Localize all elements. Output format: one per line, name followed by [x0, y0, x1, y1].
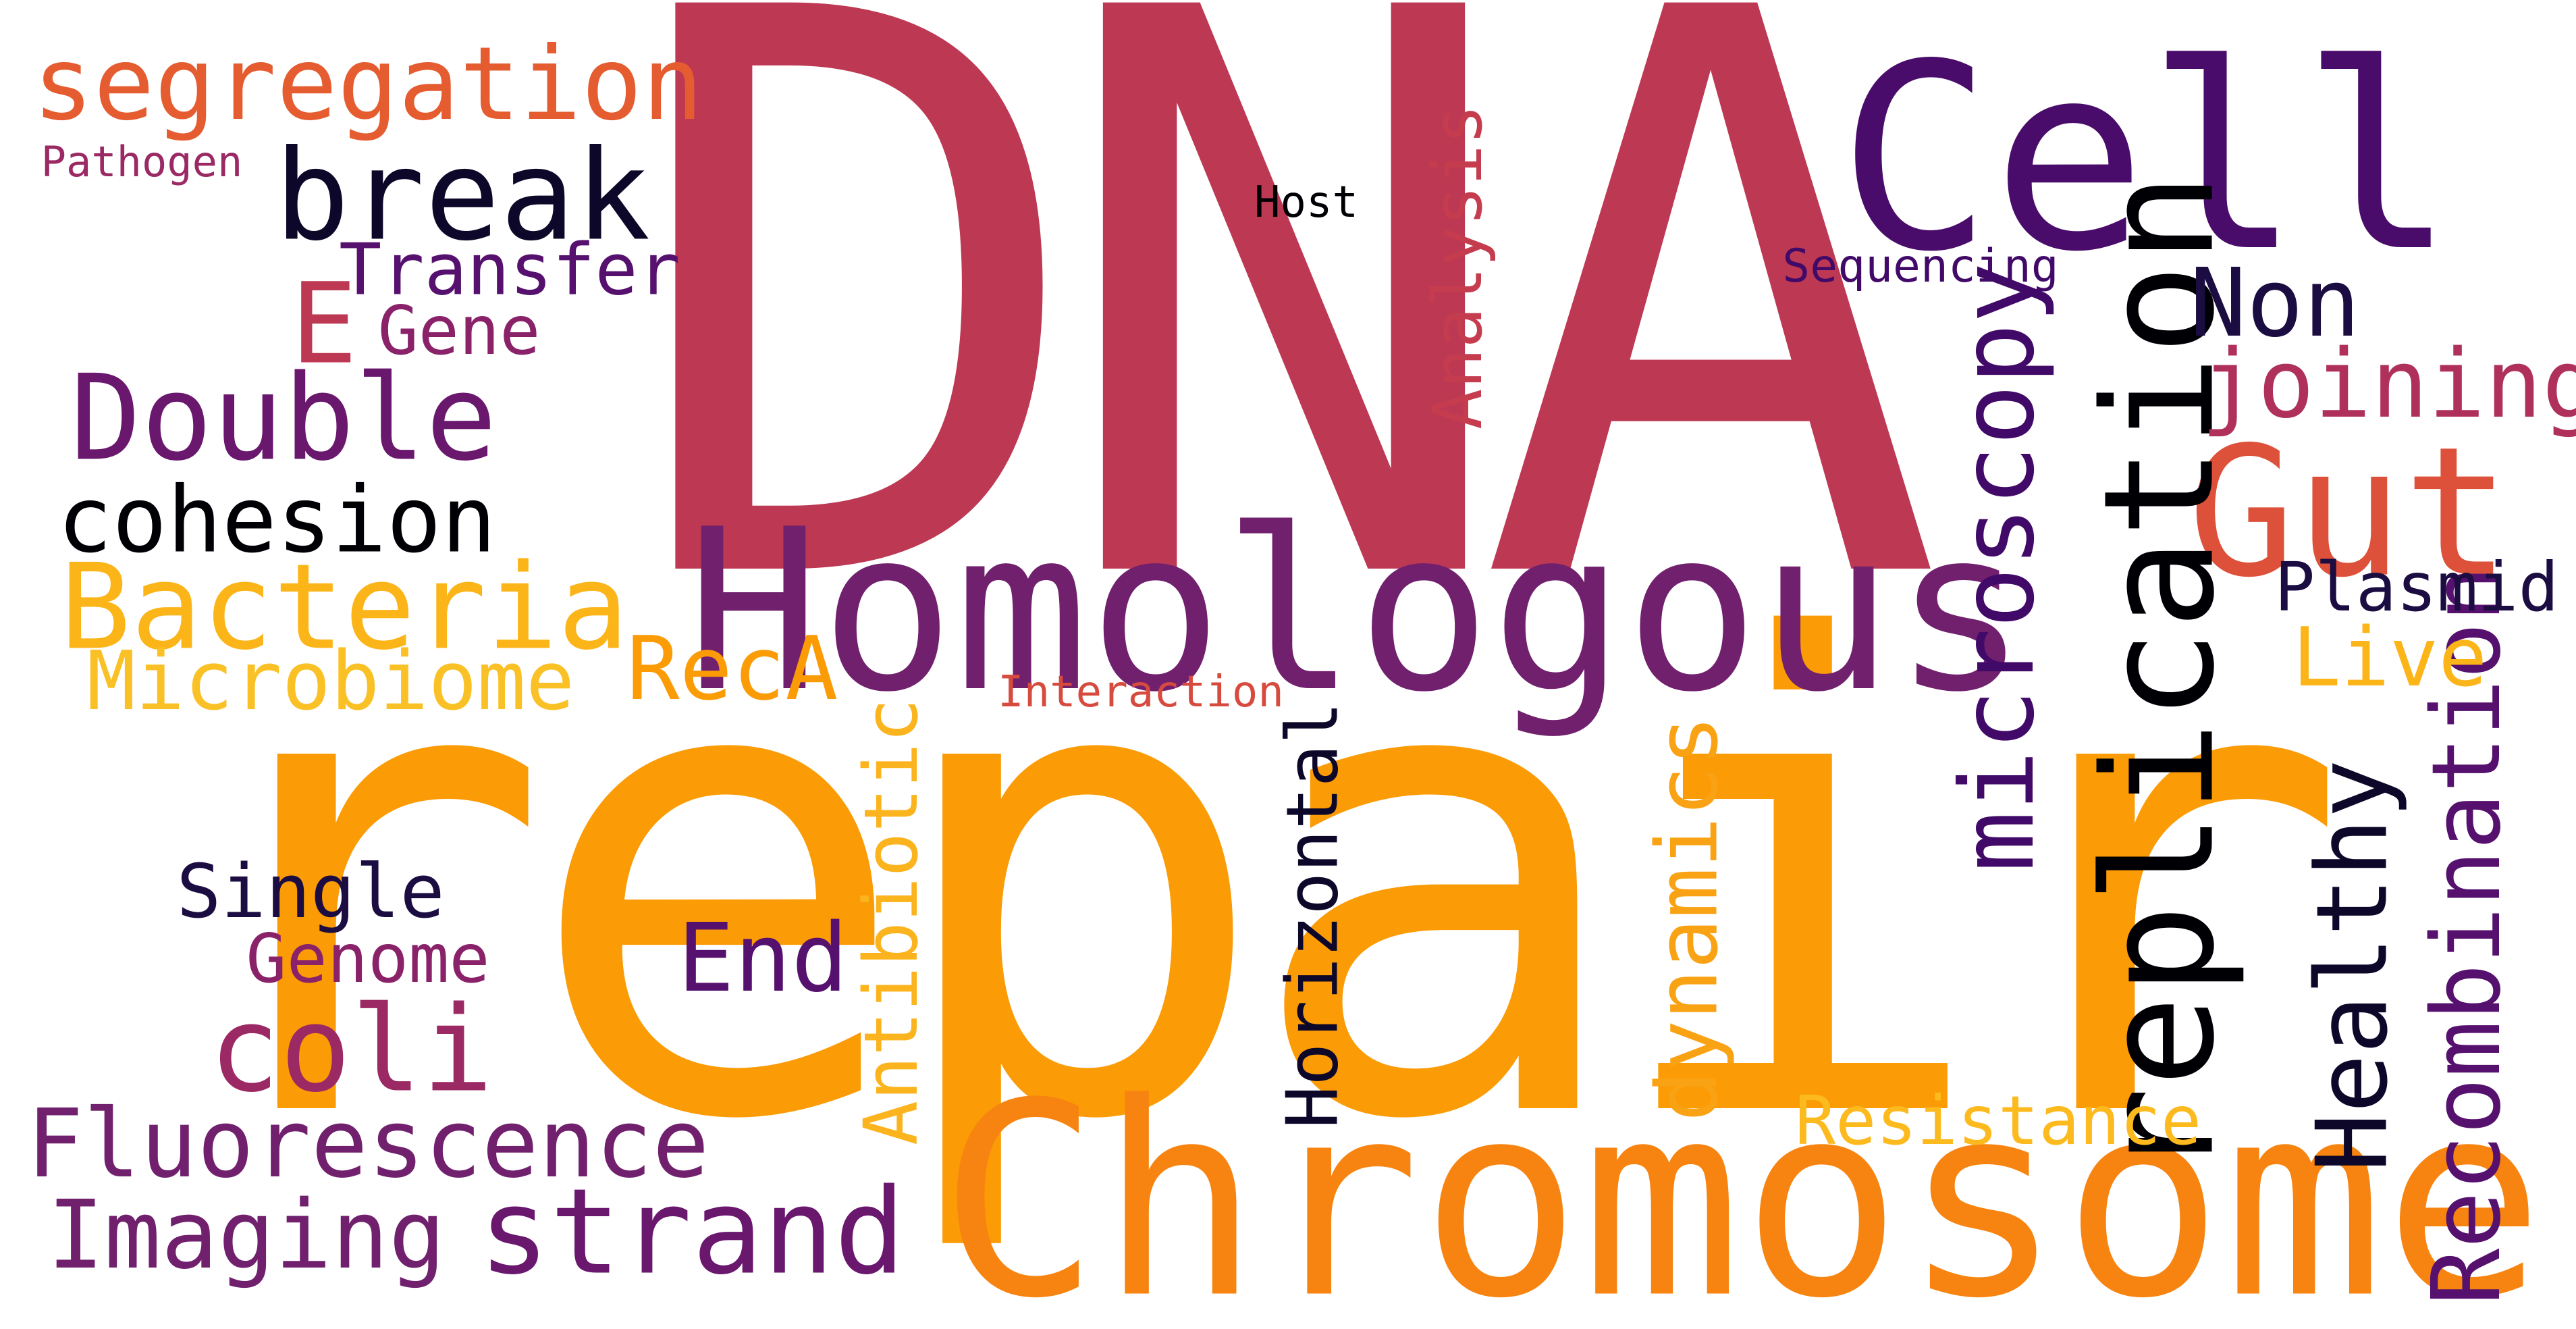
word-gut: Gut: [2187, 409, 2511, 617]
word-imaging: Imaging: [47, 1180, 446, 1291]
word-resistance: Resistance: [1794, 1081, 2202, 1160]
word-genome: Genome: [246, 919, 490, 998]
word-fluorescence: Fluorescence: [26, 1089, 709, 1199]
word-plasmid: Plasmid: [2274, 548, 2559, 627]
word-non: Non: [2189, 249, 2361, 359]
word-coli: coli: [209, 981, 493, 1119]
word-antibiotic: Antibiotic: [848, 698, 934, 1146]
word-strand: strand: [478, 1164, 906, 1301]
word-dynamics: dynamics: [1638, 714, 1737, 1122]
word-repair: repair: [163, 507, 2352, 1261]
word-microscopy: microscopy: [1939, 262, 2057, 872]
word-dna: DNA: [623, 0, 1944, 752]
word-chromosome: Chromosome: [938, 1046, 2545, 1329]
word-horizontal: Horizontal: [1271, 701, 1354, 1129]
word-cell: Cell: [1837, 9, 2456, 308]
word-bacteria: Bacteria: [59, 539, 629, 677]
word-single: Single: [176, 848, 445, 935]
word-healthy: Healthy: [2295, 759, 2410, 1172]
word-cohesion: cohesion: [57, 467, 497, 573]
word-e: E: [290, 259, 358, 389]
word-break: break: [274, 122, 651, 269]
word-pathogen: Pathogen: [41, 137, 243, 186]
word-end: End: [677, 904, 849, 1014]
word-transfer: Transfer: [339, 228, 680, 311]
word-joining: joining: [2200, 330, 2576, 440]
word-homologous: Homologous: [686, 481, 2028, 741]
word-host: Host: [1254, 178, 1359, 228]
word-live: Live: [2292, 611, 2488, 705]
word-interaction: Interaction: [998, 667, 1284, 717]
word-microbiome: Microbiome: [86, 635, 575, 729]
word-reca: RecA: [626, 617, 838, 720]
word-sequencing: Sequencing: [1782, 240, 2059, 293]
word-segregation: segregation: [32, 26, 703, 143]
word-gene: Gene: [377, 291, 541, 370]
word-double: Double: [70, 350, 498, 488]
word-analysis: Analysis: [1418, 104, 1497, 429]
